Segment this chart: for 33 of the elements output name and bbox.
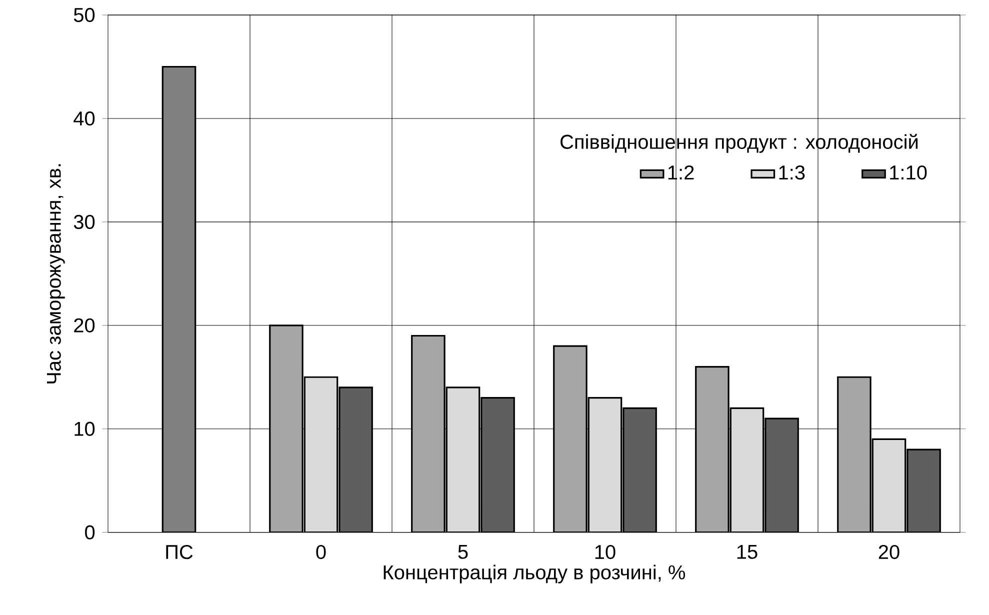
- legend-label: 1:3: [779, 165, 805, 180]
- y-tick-label: 20: [74, 318, 95, 332]
- bar: [695, 366, 730, 532]
- y-tick-label: 0: [85, 525, 95, 540]
- legend-title: Співвідношення продукт : холодоносій: [560, 134, 918, 153]
- x-tick-label: 10: [595, 544, 616, 560]
- bar: [764, 418, 799, 532]
- y-tick-label: 40: [74, 111, 95, 126]
- x-tick-label: 0: [316, 544, 326, 560]
- bar: [588, 397, 622, 532]
- bar: [411, 334, 446, 532]
- bar: [269, 324, 304, 532]
- bar: [837, 376, 872, 532]
- y-axis-title: Час заморожування, хв.: [46, 164, 65, 384]
- bar: [553, 345, 588, 532]
- y-tick-label: 10: [74, 422, 95, 436]
- y-tick-label: 50: [74, 8, 95, 22]
- bar: [338, 386, 373, 532]
- bar: [906, 448, 941, 532]
- x-tick-label: 20: [878, 544, 900, 560]
- x-axis-title: Концентрація льоду в розчині, %: [384, 564, 686, 584]
- y-tick-label: 30: [74, 214, 95, 230]
- bar: [872, 438, 906, 532]
- bar: [304, 376, 338, 532]
- x-tick-label: 15: [737, 544, 758, 559]
- legend-label: 1:10: [890, 165, 927, 180]
- bar: [480, 397, 515, 532]
- legend-label: 1:2: [668, 165, 694, 180]
- bar: [446, 386, 480, 532]
- bar: [730, 407, 764, 532]
- x-tick-label: 5: [458, 544, 468, 559]
- bar: [622, 407, 657, 532]
- x-tick-label: ПС: [166, 544, 193, 560]
